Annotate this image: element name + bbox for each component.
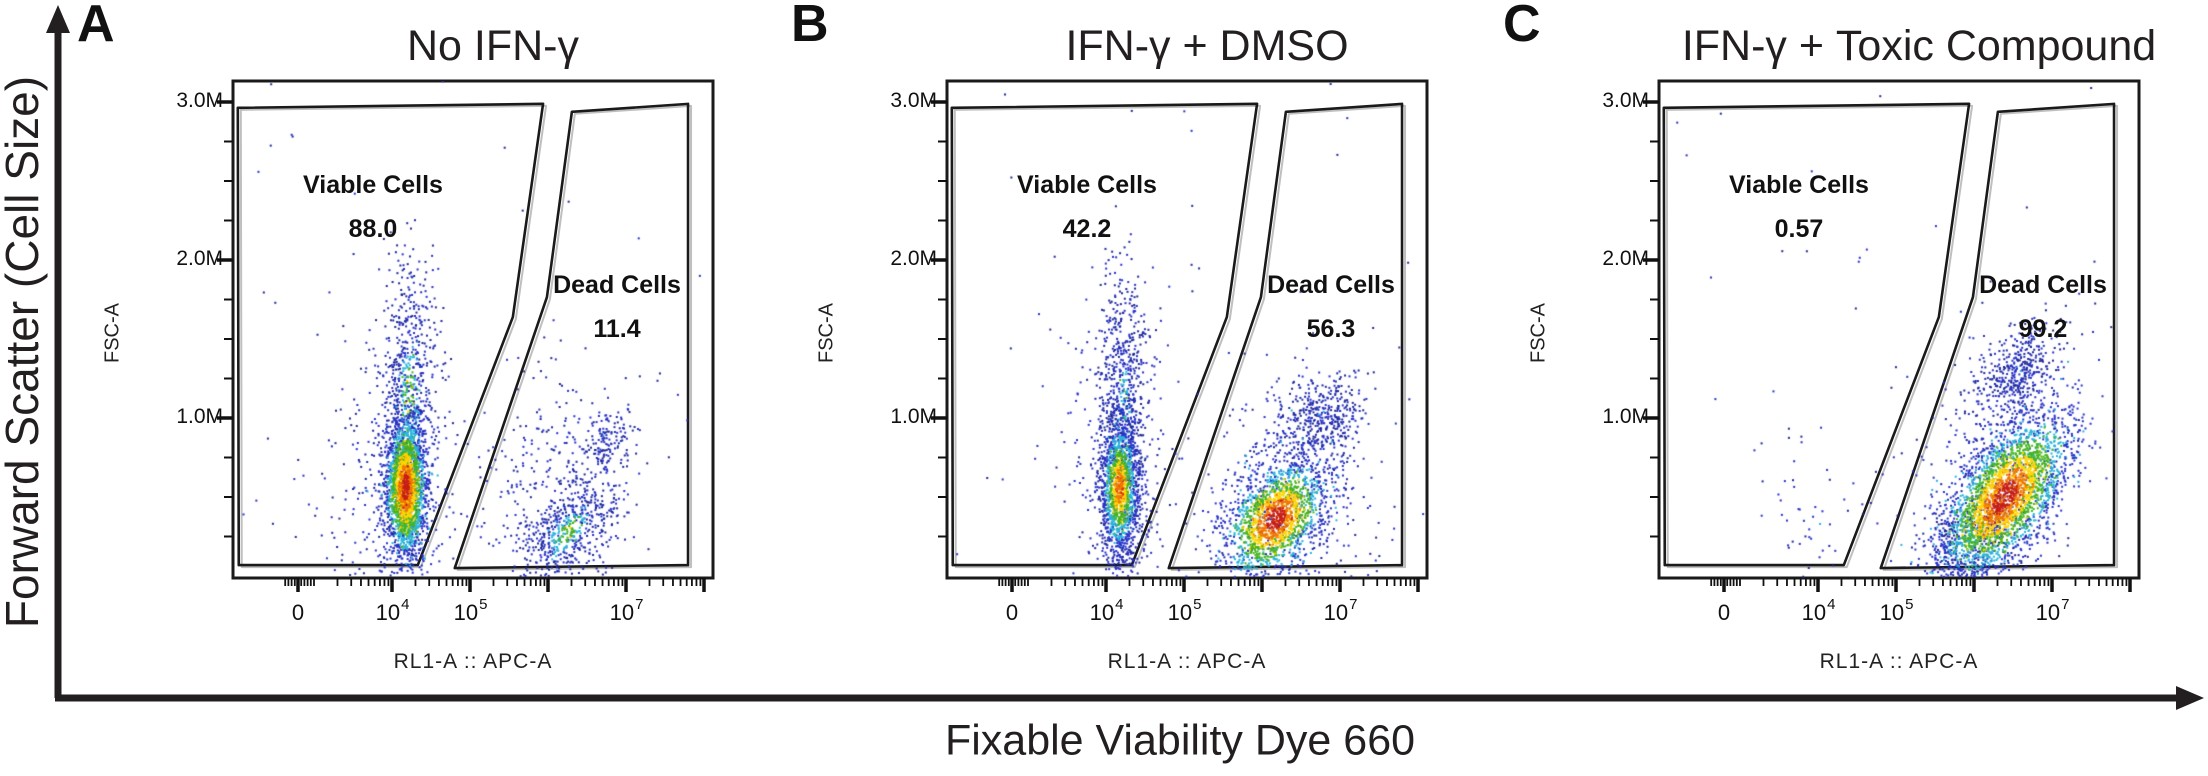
outer-y-axis-arrowhead-icon [46,5,70,33]
dead-gate-percentage: 11.4 [593,315,641,343]
y-tick-label: 3.0M [1602,89,1649,112]
x-tick-label: 0 [1718,600,1730,626]
y-tick-label: 3.0M [890,89,937,112]
scatter-dots-canvas [233,81,713,578]
viable-gate-name: Viable Cells [303,171,443,199]
x-tick-base: 10 [609,600,635,625]
dead-gate-name: Dead Cells [1979,271,2107,299]
x-tick-base: 10 [1089,600,1115,625]
y-tick-label: 3.0M [176,89,223,112]
y-tick-label: 1.0M [1602,405,1649,428]
x-tick-label: 104 [1801,596,1836,626]
rl1-apc-axis-label: RL1-A :: APC-A [393,650,553,673]
viable-gate-percentage: 42.2 [1062,215,1112,243]
fsc-a-axis-label: FSC-A [815,303,838,363]
x-tick-label: 107 [609,596,644,626]
x-tick-exponent: 4 [1827,596,1836,613]
x-tick-label: 104 [375,596,410,626]
x-tick-base: 10 [1323,600,1349,625]
x-tick-text: 0 [1717,600,1731,625]
flow-panel: B IFN-γ + DMSO FSC-A 3.0M 2.0M 1.0M 0 104 10… [791,0,1457,776]
x-tick-exponent: 5 [1905,596,1914,613]
x-tick-label: 0 [292,600,304,626]
x-tick-exponent: 4 [1115,596,1124,613]
x-tick-label: 0 [1006,600,1018,626]
viable-gate-percentage: 0.57 [1774,215,1824,243]
x-tick-label: 104 [1089,596,1124,626]
panel-title: No IFN-γ [407,22,579,70]
x-tick-label: 105 [1879,596,1914,626]
viable-gate-name: Viable Cells [1729,171,1869,199]
x-tick-exponent: 7 [635,596,644,613]
panel-title: IFN-γ + Toxic Compound [1681,22,2157,70]
panel-letter-label: A [77,0,115,53]
x-tick-base: 10 [1879,600,1905,625]
x-tick-base: 10 [453,600,479,625]
x-tick-label: 107 [1323,596,1358,626]
x-tick-text: 0 [1005,600,1019,625]
x-tick-base: 10 [2035,600,2061,625]
x-tick-base: 10 [1167,600,1193,625]
dead-gate-label: Dead Cells 99.2 [1903,270,2183,344]
x-tick-label: 105 [453,596,488,626]
flow-panel: A No IFN-γ FSC-A 3.0M 2.0M 1.0M 0 104 105 107… [77,0,743,776]
viable-gate-label: Viable Cells 42.2 [947,170,1227,244]
y-tick-label: 2.0M [1602,247,1649,270]
outer-x-axis-arrowhead-icon [2176,686,2204,710]
y-tick-label: 1.0M [176,405,223,428]
viable-gate-percentage: 88.0 [348,215,398,243]
x-tick-exponent: 4 [401,596,410,613]
x-tick-text: 0 [291,600,305,625]
x-tick-base: 10 [1801,600,1827,625]
dead-gate-label: Dead Cells 11.4 [477,270,757,344]
y-tick-label: 2.0M [176,247,223,270]
rl1-apc-axis-label: RL1-A :: APC-A [1819,650,1979,673]
fsc-a-axis-label: FSC-A [101,303,124,363]
x-tick-exponent: 7 [1349,596,1358,613]
scatter-dots-canvas [947,81,1427,578]
figure-x-axis-label: Fixable Viability Dye 660 [944,716,1416,765]
x-tick-exponent: 5 [1193,596,1202,613]
x-tick-exponent: 7 [2061,596,2070,613]
scatter-dots-canvas [1659,81,2139,578]
dead-gate-name: Dead Cells [1267,271,1395,299]
x-tick-exponent: 5 [479,596,488,613]
x-tick-label: 107 [2035,596,2070,626]
dead-gate-label: Dead Cells 56.3 [1191,270,1471,344]
viable-gate-label: Viable Cells 88.0 [233,170,513,244]
viable-gate-name: Viable Cells [1017,171,1157,199]
dead-gate-name: Dead Cells [553,271,681,299]
panel-letter-label: B [791,0,829,53]
dead-gate-percentage: 56.3 [1306,315,1356,343]
y-tick-label: 1.0M [890,405,937,428]
dead-gate-percentage: 99.2 [2018,315,2068,343]
x-tick-label: 105 [1167,596,1202,626]
y-tick-label: 2.0M [890,247,937,270]
panel-title: IFN-γ + DMSO [1065,22,1349,70]
rl1-apc-axis-label: RL1-A :: APC-A [1107,650,1267,673]
flow-panel: C IFN-γ + Toxic Compound FSC-A 3.0M 2.0M 1… [1503,0,2169,776]
figure-y-axis-label: Forward Scatter (Cell Size) [0,75,48,629]
viable-gate-label: Viable Cells 0.57 [1659,170,1939,244]
fsc-a-axis-label: FSC-A [1527,303,1550,363]
panel-letter-label: C [1503,0,1541,53]
x-tick-base: 10 [375,600,401,625]
